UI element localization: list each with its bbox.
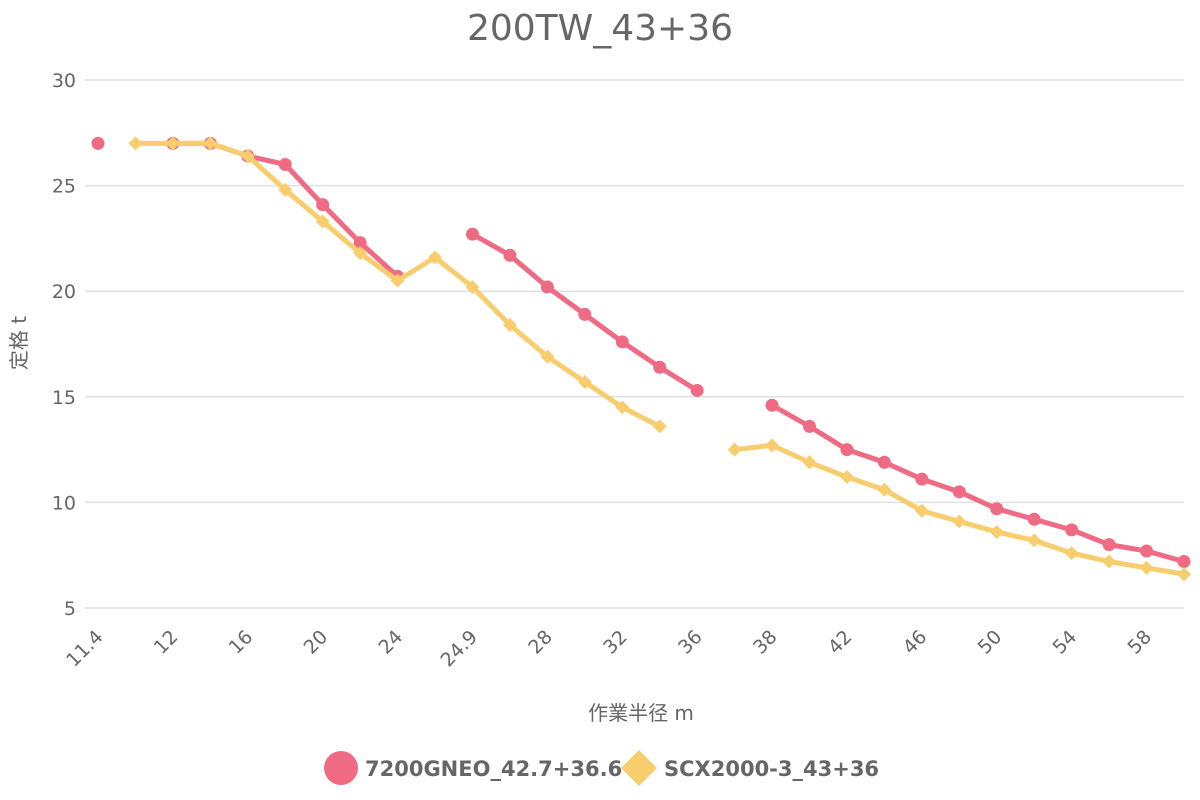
data-point [428, 250, 443, 265]
legend: 7200GNEO_42.7+36.6 SCX2000-3_43+36 [324, 750, 879, 786]
x-tick-label: 12 [150, 626, 183, 659]
data-point [1027, 512, 1041, 526]
x-tick-label: 42 [824, 626, 857, 659]
data-point [615, 335, 629, 349]
data-point [1102, 538, 1116, 552]
y-tick-label: 25 [52, 176, 76, 198]
y-tick-label: 10 [52, 492, 76, 514]
series-1-line [769, 402, 1187, 565]
data-point [465, 227, 479, 241]
data-point [540, 349, 555, 364]
data-point [1139, 560, 1154, 575]
data-point [1064, 546, 1079, 561]
series-2-line [732, 442, 1187, 577]
data-point [877, 482, 892, 497]
grid [85, 79, 1184, 609]
x-tick-label: 24.9 [437, 626, 482, 671]
data-point [615, 400, 630, 415]
data-point [952, 514, 967, 529]
x-tick-label: 50 [974, 626, 1007, 659]
x-axis-ticks: 11.4 12 16 20 24 24.9 28 32 36 38 42 46 50 54 58 [62, 626, 1156, 671]
legend-marker-diamond [621, 750, 657, 786]
x-tick-label: 28 [524, 626, 557, 659]
data-point [91, 136, 105, 150]
data-point [839, 470, 854, 485]
data-point [840, 443, 854, 457]
series-2 [128, 136, 1191, 582]
legend-label: 7200GNEO_42.7+36.6 [365, 757, 622, 781]
y-tick-label: 30 [52, 70, 76, 92]
x-tick-label: 32 [599, 626, 632, 659]
data-point [1027, 533, 1042, 548]
data-point [652, 419, 667, 434]
data-point [952, 485, 966, 499]
y-tick-label: 5 [64, 598, 76, 620]
legend-marker-circle [324, 751, 358, 785]
data-point [465, 279, 480, 294]
data-point [914, 503, 929, 518]
chart-title: 200TW_43+36 [467, 8, 733, 49]
data-point [128, 136, 143, 151]
x-tick-label: 36 [674, 626, 707, 659]
data-point [1102, 554, 1117, 569]
series-1 [91, 136, 1191, 569]
data-point [353, 236, 367, 250]
data-point [503, 248, 517, 262]
data-point [989, 524, 1004, 539]
data-point [765, 438, 780, 453]
data-point [316, 198, 330, 212]
data-point [1177, 555, 1191, 569]
x-tick-label: 16 [225, 626, 258, 659]
y-axis-title: 定格 t [7, 316, 31, 370]
data-point [765, 398, 779, 412]
data-point [203, 136, 218, 151]
data-point [240, 149, 255, 164]
data-point [877, 455, 891, 469]
data-point [1065, 523, 1079, 537]
data-point [353, 246, 368, 261]
y-axis-ticks: 5 10 15 20 25 30 [52, 70, 76, 620]
data-point [578, 307, 592, 321]
data-point [315, 214, 330, 229]
legend-label: SCX2000-3_43+36 [664, 757, 879, 781]
data-point [990, 502, 1004, 516]
data-point [390, 273, 405, 288]
x-tick-label: 58 [1123, 626, 1156, 659]
y-tick-label: 20 [52, 281, 76, 303]
x-tick-label: 11.4 [62, 626, 107, 671]
data-point [540, 280, 554, 294]
data-point [278, 157, 292, 171]
y-tick-label: 15 [52, 387, 76, 409]
data-point [577, 375, 592, 390]
data-point [165, 136, 180, 151]
data-point [803, 419, 817, 433]
x-tick-label: 24 [374, 626, 407, 659]
x-tick-label: 46 [899, 626, 932, 659]
data-point [915, 472, 929, 486]
data-point [653, 360, 667, 374]
data-point [727, 442, 742, 457]
data-point [1140, 544, 1154, 558]
x-tick-label: 54 [1049, 626, 1082, 659]
data-point [690, 383, 704, 397]
data-point [278, 182, 293, 197]
x-tick-label: 20 [300, 626, 333, 659]
data-point [502, 317, 517, 332]
data-point [802, 455, 817, 470]
series-layer [91, 136, 1191, 582]
x-tick-label: 38 [749, 626, 782, 659]
x-axis-title: 作業半径 m [588, 701, 694, 725]
data-point [1177, 567, 1191, 582]
